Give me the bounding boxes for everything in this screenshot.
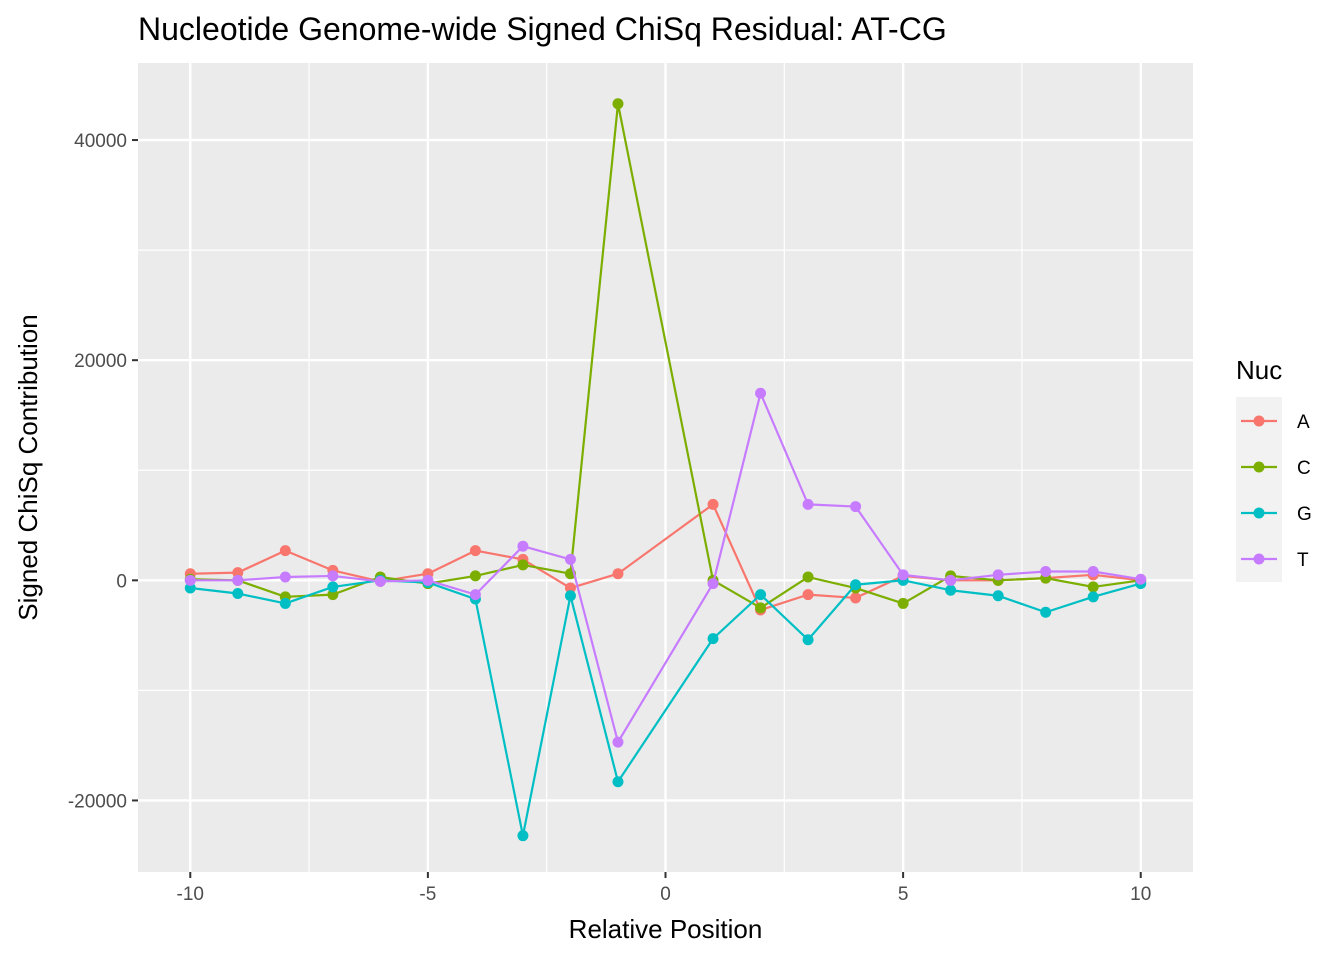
legend-item-C: C: [1241, 458, 1311, 479]
data-point-G: [707, 633, 719, 645]
series-line-C: [190, 102, 1141, 609]
data-point-C: [517, 559, 529, 571]
y-tick-label: 0: [116, 571, 127, 592]
data-point-G: [945, 584, 957, 596]
data-point-T: [279, 571, 291, 583]
data-point-T: [184, 574, 196, 586]
x-axis: -10 -5 0 5 10: [177, 872, 1151, 905]
data-point-A: [564, 582, 576, 594]
legend-label: C: [1297, 458, 1311, 479]
data-point-T: [755, 387, 767, 399]
data-point-G: [992, 590, 1004, 602]
data-point-T: [992, 569, 1004, 581]
series-layer: [184, 98, 1147, 842]
y-axis-title: Signed ChiSq Contribution: [13, 314, 43, 620]
legend-key-point: [1253, 553, 1265, 565]
data-point-C: [897, 597, 909, 609]
data-point-A: [850, 592, 862, 604]
data-point-T: [564, 553, 576, 565]
legend-item-T: T: [1241, 550, 1309, 571]
data-point-G: [850, 579, 862, 591]
data-point-A: [469, 545, 481, 557]
x-tick-label: 0: [660, 884, 671, 905]
data-point-A: [802, 589, 814, 601]
data-point-T: [422, 574, 434, 586]
legend-label: G: [1297, 504, 1312, 525]
y-tick-label: 40000: [74, 131, 127, 152]
y-tick-label: -20000: [68, 791, 127, 812]
legend-key-point: [1253, 507, 1265, 519]
data-point-G: [755, 589, 767, 601]
data-point-T: [850, 501, 862, 513]
data-point-G: [802, 634, 814, 646]
data-point-G: [279, 597, 291, 609]
data-point-T: [802, 498, 814, 510]
legend-item-G: G: [1241, 504, 1312, 525]
data-point-A: [612, 568, 624, 580]
series-line-G: [190, 579, 1142, 837]
data-point-T: [327, 570, 339, 582]
data-point-G: [184, 582, 196, 594]
x-tick-label: -5: [419, 884, 436, 905]
data-point-T: [707, 578, 719, 590]
legend-item-A: A: [1241, 412, 1310, 433]
data-point-G: [564, 590, 576, 602]
data-point-C: [802, 571, 814, 583]
legend-key-point: [1253, 461, 1265, 473]
legend-label: T: [1297, 550, 1309, 571]
x-axis-title: Relative Position: [569, 914, 763, 944]
y-axis: -20000 0 20000 40000: [68, 131, 138, 812]
data-point-A: [232, 567, 244, 579]
data-point-T: [1135, 573, 1147, 585]
data-point-T: [1087, 566, 1099, 578]
data-point-T: [517, 540, 529, 552]
y-tick-label: 20000: [74, 351, 127, 372]
data-point-G: [612, 776, 624, 788]
data-point-A: [279, 545, 291, 557]
data-point-T: [469, 589, 481, 601]
series-T: [184, 387, 1147, 748]
legend-items: A C G T: [1241, 412, 1312, 571]
data-point-T: [1040, 566, 1052, 578]
legend-title: Nuc: [1236, 355, 1282, 385]
data-point-C: [1087, 581, 1099, 593]
x-tick-label: 10: [1130, 884, 1151, 905]
legend-key-background: [1236, 397, 1282, 582]
legend: Nuc A C G T: [1236, 355, 1312, 582]
data-point-T: [945, 574, 957, 586]
data-point-A: [707, 498, 719, 510]
data-point-T: [232, 574, 244, 586]
chart-title: Nucleotide Genome-wide Signed ChiSq Resi…: [138, 11, 947, 47]
data-point-C: [612, 98, 624, 110]
data-point-G: [1040, 606, 1052, 618]
data-point-C: [755, 602, 767, 614]
legend-key-point: [1253, 415, 1265, 427]
data-point-G: [327, 581, 339, 593]
series-G: [184, 574, 1147, 842]
major-gridlines: [138, 63, 1193, 872]
data-point-C: [469, 570, 481, 582]
data-point-G: [1087, 591, 1099, 603]
x-tick-label: 5: [898, 884, 909, 905]
data-point-G: [517, 830, 529, 842]
data-point-T: [374, 575, 386, 587]
data-point-G: [232, 588, 244, 600]
data-point-T: [612, 736, 624, 748]
x-tick-label: -10: [177, 884, 204, 905]
data-point-T: [897, 569, 909, 581]
data-point-C: [327, 589, 339, 601]
legend-label: A: [1297, 412, 1310, 433]
series-line-T: [190, 392, 1141, 744]
